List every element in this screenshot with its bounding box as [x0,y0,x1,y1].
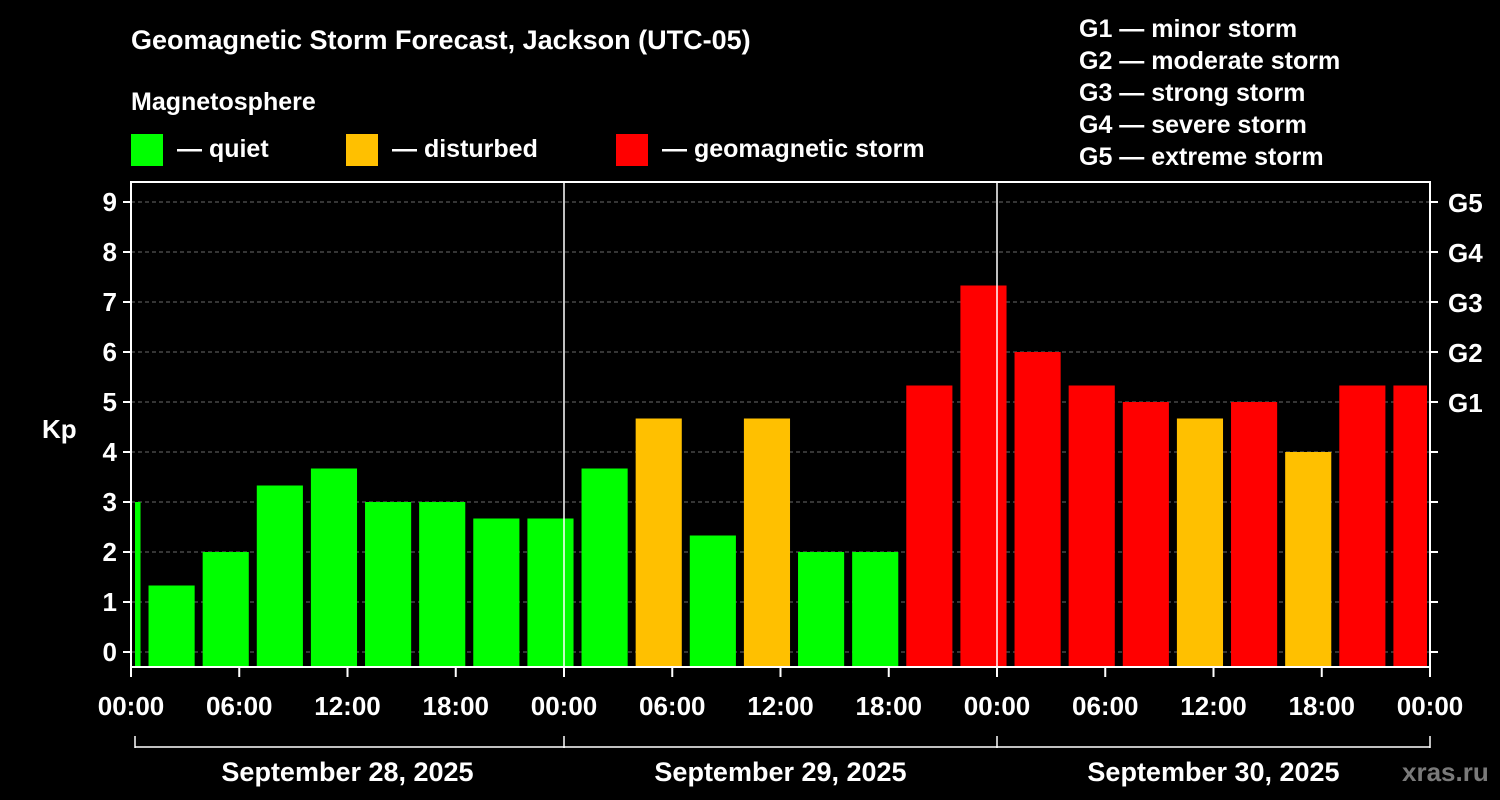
chart-title: Geomagnetic Storm Forecast, Jackson (UTC… [131,25,751,55]
bar-22 [1285,452,1332,667]
bar-18 [1068,385,1115,667]
storm-scale-item-5: G5 — extreme storm [1079,143,1324,171]
x-tick-label-4: 00:00 [531,691,598,721]
bar-13 [798,552,845,667]
axes: 0 1 2 3 4 5 6 7 8 9 G1 G2 G3 G4 G5 00:00 06:00 12:00 18:00… [98,181,1483,787]
y-tick-label-6: 6 [103,337,117,367]
right-tick-label-G3: G3 [1448,288,1483,318]
y-tick-label-3: 3 [103,487,117,517]
y-tick-label-7: 7 [103,287,117,317]
storm-scale-item-2: G2 — moderate storm [1079,47,1340,75]
y-axis-label: Kp [42,414,77,444]
x-tick-label-2: 12:00 [314,691,381,721]
legend-label-0: — quiet [177,135,269,163]
bar-4 [310,468,358,667]
y-tick-label-2: 2 [103,537,117,567]
bar-10 [635,418,682,667]
x-tick-label-9: 06:00 [1072,691,1139,721]
day-label-1: September 29, 2025 [654,757,906,787]
x-tick-label-1: 06:00 [206,691,273,721]
bar-1 [148,585,195,667]
legend-swatch-1 [346,134,378,166]
bar-19 [1122,402,1169,667]
bar-15 [906,385,953,667]
right-tick-label-G5: G5 [1448,188,1483,218]
storm-scale-item-3: G3 — strong storm [1079,79,1305,107]
legend-swatch-2 [616,134,648,166]
legend: — quiet — disturbed — geomagnetic storm [131,134,925,166]
bar-9 [581,468,628,667]
bars [135,285,1427,667]
bar-3 [256,485,303,667]
x-tick-label-5: 06:00 [639,691,706,721]
bar-14 [852,552,899,667]
watermark: xras.ru [1402,757,1489,787]
y-tick-label-4: 4 [103,437,118,467]
x-tick-label-11: 18:00 [1289,691,1356,721]
storm-scale-item-4: G4 — severe storm [1079,111,1307,139]
x-tick-label-6: 12:00 [747,691,814,721]
bar-21 [1231,402,1278,667]
y-tick-label-5: 5 [103,387,117,417]
day-label-0: September 28, 2025 [221,757,473,787]
legend-label-2: — geomagnetic storm [662,135,925,163]
storm-scale-item-1: G1 — minor storm [1079,15,1297,43]
bar-0 [135,502,141,667]
legend-swatch-0 [131,134,163,166]
bar-12 [743,418,791,667]
y-tick-label-1: 1 [103,587,117,617]
x-tick-label-12: 00:00 [1397,691,1464,721]
x-tick-label-3: 18:00 [423,691,490,721]
bar-23 [1339,385,1386,667]
x-tick-label-7: 18:00 [856,691,923,721]
x-tick-label-10: 12:00 [1180,691,1247,721]
y-tick-label-0: 0 [103,637,117,667]
legend-title: Magnetosphere [131,88,316,116]
right-tick-label-G4: G4 [1448,238,1483,268]
storm-scale-legend: G1 — minor storm G2 — moderate storm G3 — … [1079,15,1340,171]
bar-7 [473,518,520,667]
bar-24 [1393,385,1427,667]
bar-6 [419,502,466,667]
bar-17 [1014,352,1061,667]
bar-8 [527,518,574,667]
legend-label-1: — disturbed [392,135,538,163]
x-tick-label-0: 00:00 [98,691,165,721]
bar-5 [365,502,412,667]
bar-20 [1176,418,1224,667]
right-tick-label-G1: G1 [1448,388,1483,418]
y-tick-label-9: 9 [103,187,117,217]
right-tick-label-G2: G2 [1448,338,1483,368]
y-tick-label-8: 8 [103,237,117,267]
x-tick-label-8: 00:00 [964,691,1031,721]
bar-11 [689,535,736,667]
bar-16 [960,285,1007,667]
bar-2 [202,552,249,667]
day-label-2: September 30, 2025 [1087,757,1339,787]
